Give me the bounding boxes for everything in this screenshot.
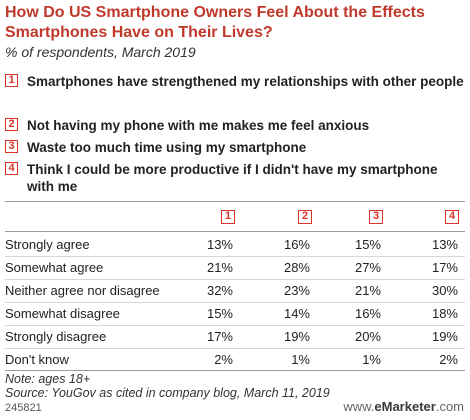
cell-value: 16% — [354, 306, 381, 321]
cell-value: 17% — [206, 329, 233, 344]
row-label: Somewhat agree — [5, 260, 104, 275]
chart-title: How Do US Smartphone Owners Feel About t… — [5, 4, 425, 41]
cell-value: 23% — [283, 283, 310, 298]
column-header-2: 2 — [298, 210, 312, 224]
cell-value: 18% — [431, 306, 458, 321]
statement-4: 4 Think I could be more productive if I … — [5, 161, 465, 197]
cell-value: 14% — [283, 306, 310, 321]
statement-legend: 1 Smartphones have strengthened my relat… — [5, 73, 465, 197]
cell-value: 20% — [354, 329, 381, 344]
cell-value: 13% — [206, 237, 233, 252]
statement-number-box: 2 — [5, 118, 18, 131]
statement-number-box: 4 — [5, 162, 18, 175]
brand-logo[interactable]: www.eMarketer.com — [343, 399, 464, 414]
note: Note: ages 18+ — [5, 372, 91, 386]
table-row: Somewhat agree 21% 28% 27% 17% — [5, 256, 465, 279]
cell-value: 19% — [283, 329, 310, 344]
row-label: Strongly agree — [5, 237, 90, 252]
table-row: Neither agree nor disagree 32% 23% 21% 30% — [5, 279, 465, 302]
cell-value: 1% — [291, 352, 310, 367]
cell-value: 2% — [214, 352, 233, 367]
table-bottom-rule — [5, 370, 465, 371]
table-row: Don't know 2% 1% 1% 2% — [5, 348, 465, 371]
row-separator — [5, 256, 465, 257]
table-header-rule — [5, 231, 465, 232]
table-row: Strongly disagree 17% 19% 20% 19% — [5, 325, 465, 348]
cell-value: 1% — [362, 352, 381, 367]
cell-value: 21% — [354, 283, 381, 298]
statement-number-box: 3 — [5, 140, 18, 153]
statement-text: Smartphones have strengthened my relatio… — [27, 74, 464, 89]
chart-subtitle: % of respondents, March 2019 — [5, 44, 196, 60]
row-label: Strongly disagree — [5, 329, 107, 344]
cell-value: 13% — [431, 237, 458, 252]
chart-id: 245821 — [5, 402, 42, 414]
statement-text: Think I could be more productive if I di… — [27, 162, 438, 194]
source: Source: YouGov as cited in company blog,… — [5, 386, 330, 400]
cell-value: 30% — [431, 283, 458, 298]
cell-value: 2% — [439, 352, 458, 367]
statement-2: 2 Not having my phone with me makes me f… — [5, 117, 465, 139]
column-header-3: 3 — [369, 210, 383, 224]
cell-value: 17% — [431, 260, 458, 275]
row-separator — [5, 325, 465, 326]
cell-value: 19% — [431, 329, 458, 344]
cell-value: 15% — [206, 306, 233, 321]
statement-1: 1 Smartphones have strengthened my relat… — [5, 73, 465, 109]
table-row: Strongly agree 13% 16% 15% 13% — [5, 233, 465, 256]
statement-text: Not having my phone with me makes me fee… — [27, 118, 370, 133]
cell-value: 32% — [206, 283, 233, 298]
row-separator — [5, 348, 465, 349]
table-top-rule — [5, 201, 465, 202]
row-label: Don't know — [5, 352, 69, 367]
statement-3: 3 Waste too much time using my smartphon… — [5, 139, 465, 161]
cell-value: 21% — [206, 260, 233, 275]
statement-text: Waste too much time using my smartphone — [27, 140, 307, 155]
row-label: Neither agree nor disagree — [5, 283, 160, 298]
row-separator — [5, 302, 465, 303]
cell-value: 16% — [283, 237, 310, 252]
cell-value: 27% — [354, 260, 381, 275]
cell-value: 15% — [354, 237, 381, 252]
column-header-1: 1 — [221, 210, 235, 224]
column-header-4: 4 — [445, 210, 459, 224]
row-label: Somewhat disagree — [5, 306, 120, 321]
statement-number-box: 1 — [5, 74, 18, 87]
row-separator — [5, 279, 465, 280]
table-row: Somewhat disagree 15% 14% 16% 18% — [5, 302, 465, 325]
cell-value: 28% — [283, 260, 310, 275]
